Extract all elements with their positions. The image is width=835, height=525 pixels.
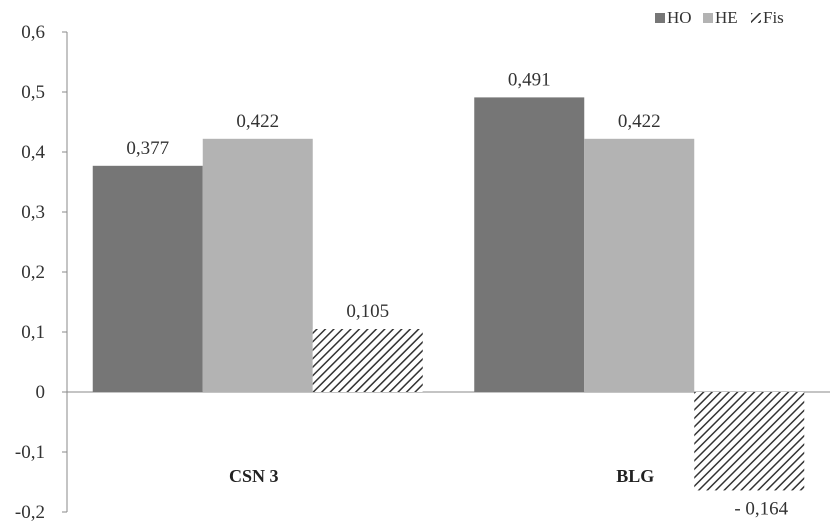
category-labels: CSN 3 BLG bbox=[229, 466, 654, 486]
legend-label-he: HE bbox=[715, 8, 738, 27]
bar-ho-0 bbox=[92, 165, 203, 392]
data-label-ho-1: 0,491 bbox=[508, 69, 551, 90]
y-tick-label: -0,1 bbox=[15, 442, 45, 463]
data-label-ho-0: 0,377 bbox=[126, 138, 169, 159]
category-label: BLG bbox=[616, 466, 654, 486]
y-tick-label: 0,2 bbox=[21, 262, 45, 283]
legend-swatch-fis bbox=[751, 13, 761, 23]
data-labels: 0,377 0,422 0,105 0,491 0,422 - 0,164 bbox=[126, 69, 788, 519]
bar-fis-0 bbox=[312, 329, 423, 392]
data-label-he-1: 0,422 bbox=[618, 111, 661, 132]
legend: HO HE Fis bbox=[655, 8, 784, 27]
y-tick-label: 0,3 bbox=[21, 202, 45, 223]
legend-label-fis: Fis bbox=[763, 8, 784, 27]
legend-swatch-he bbox=[703, 13, 713, 23]
bars bbox=[92, 97, 805, 491]
legend-label-ho: HO bbox=[667, 8, 692, 27]
bar-ho-1 bbox=[474, 97, 585, 393]
legend-swatch-ho bbox=[655, 13, 665, 23]
data-label-fis-0: 0,105 bbox=[346, 301, 389, 322]
bar-fis-1 bbox=[694, 392, 805, 491]
data-label-fis-1: - 0,164 bbox=[734, 498, 788, 519]
bar-he-0 bbox=[202, 138, 313, 392]
bar-he-1 bbox=[584, 138, 695, 392]
category-label: CSN 3 bbox=[229, 466, 279, 486]
y-tick-label: 0 bbox=[36, 382, 46, 403]
y-tick-label: 0,6 bbox=[21, 22, 45, 43]
y-tick-label: 0,5 bbox=[21, 82, 45, 103]
data-label-he-0: 0,422 bbox=[236, 111, 279, 132]
y-tick-label: 0,1 bbox=[21, 322, 45, 343]
y-tick-label: 0,4 bbox=[21, 142, 45, 163]
y-tick-label: -0,2 bbox=[15, 502, 45, 523]
